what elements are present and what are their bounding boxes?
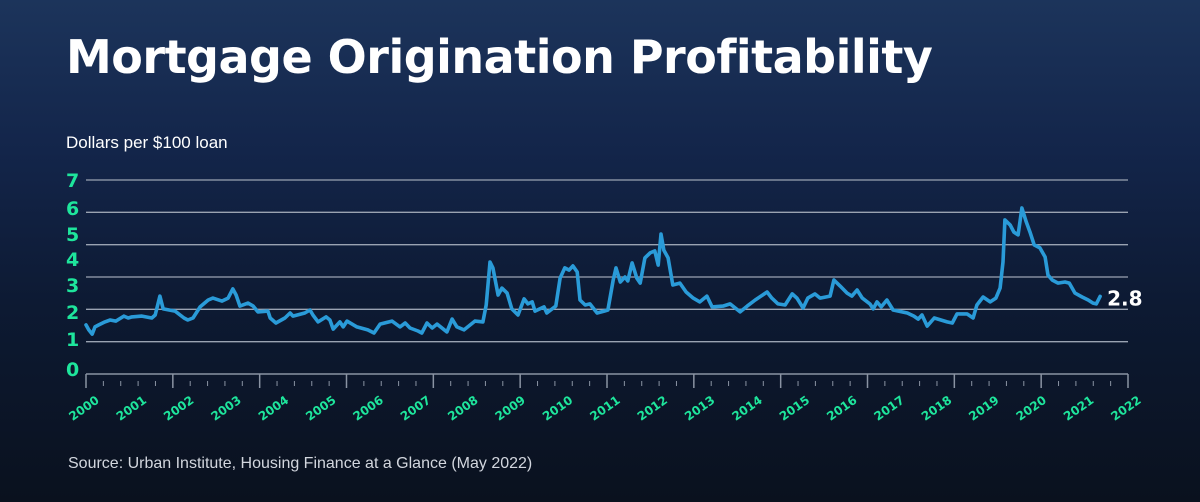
end-value-label: 2.8 bbox=[1107, 286, 1142, 310]
y-tick-label: 3 bbox=[66, 275, 79, 297]
x-tick-label: 2005 bbox=[303, 393, 338, 424]
y-tick-label: 2 bbox=[66, 302, 79, 324]
x-tick-label: 2008 bbox=[445, 393, 480, 424]
x-tick-label: 2013 bbox=[682, 393, 717, 424]
source-note: Source: Urban Institute, Housing Finance… bbox=[68, 455, 533, 472]
x-tick-label: 2021 bbox=[1061, 393, 1096, 424]
x-tick-label: 2003 bbox=[208, 393, 243, 424]
y-tick-labels: 7 6 5 4 3 2 1 0 bbox=[66, 170, 79, 381]
x-tick-label: 2004 bbox=[256, 393, 291, 424]
x-tick-label: 2001 bbox=[114, 393, 149, 424]
x-tick-label: 2000 bbox=[66, 393, 101, 424]
x-tick-label: 2022 bbox=[1108, 393, 1143, 424]
x-tick-label: 2010 bbox=[540, 393, 575, 424]
y-tick-label: 7 bbox=[66, 170, 79, 192]
x-tick-label: 2018 bbox=[919, 393, 954, 424]
x-tick-label: 2011 bbox=[587, 393, 622, 424]
y-tick-label: 4 bbox=[66, 249, 79, 271]
y-tick-label: 6 bbox=[66, 198, 79, 220]
y-tick-label: 5 bbox=[66, 224, 79, 246]
x-tick-label: 2020 bbox=[1014, 393, 1049, 424]
x-tick-label: 2015 bbox=[777, 393, 812, 424]
x-tick-label: 2002 bbox=[161, 393, 196, 424]
x-tick-label: 2014 bbox=[729, 393, 764, 424]
x-tick-label: 2006 bbox=[351, 393, 386, 424]
y-axis-label: Dollars per $100 loan bbox=[66, 133, 228, 152]
y-tick-label: 0 bbox=[66, 359, 79, 381]
x-axis bbox=[85, 373, 1129, 388]
x-tick-label: 2016 bbox=[824, 393, 859, 424]
series-line bbox=[84, 206, 1102, 336]
x-tick-labels: 2000 2001 2002 2003 2004 2005 2006 2007 2008 2009… bbox=[66, 393, 1143, 424]
x-tick-label: 2009 bbox=[493, 393, 528, 424]
chart-title: Mortgage Origination Profitability bbox=[66, 30, 933, 84]
x-tick-label: 2012 bbox=[635, 393, 670, 424]
data-points bbox=[85, 207, 1102, 336]
x-tick-label: 2017 bbox=[872, 393, 907, 424]
y-tick-label: 1 bbox=[66, 329, 79, 351]
x-tick-label: 2019 bbox=[966, 393, 1001, 424]
x-tick-label: 2007 bbox=[398, 393, 433, 424]
